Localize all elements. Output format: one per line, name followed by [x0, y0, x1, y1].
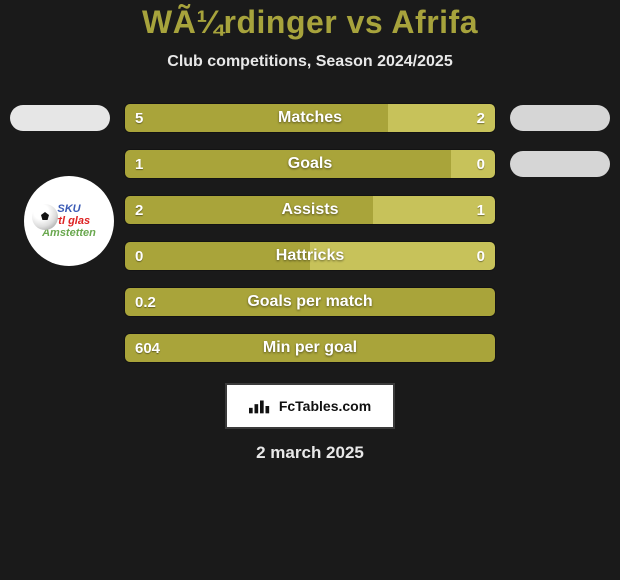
date-text: 2 march 2025	[0, 443, 620, 463]
stat-value-left: 0.2	[135, 288, 156, 316]
brand-label: FcTables.com	[279, 398, 371, 414]
bar-area: 0.2 Goals per match	[120, 287, 500, 317]
player-pill-left	[10, 105, 110, 131]
stat-value-right: 0	[477, 150, 485, 178]
right-side	[500, 105, 620, 131]
stat-bar-goals: 1 Goals 0	[124, 149, 496, 179]
stat-bar-hattricks: 0 Hattricks 0	[124, 241, 496, 271]
comparison-widget: WÃ¼rdinger vs Afrifa Club competitions, …	[0, 0, 620, 463]
bar-area: 2 Assists 1	[120, 195, 500, 225]
stat-label: Hattricks	[276, 247, 344, 265]
stat-label: Goals per match	[247, 293, 372, 311]
stat-bar-gpm: 0.2 Goals per match	[124, 287, 496, 317]
stat-bar-assists: 2 Assists 1	[124, 195, 496, 225]
logo-line1: SKU	[57, 203, 80, 215]
stat-value-right: 0	[477, 242, 485, 270]
bar-right-fill	[451, 150, 495, 178]
stat-label: Matches	[278, 109, 342, 127]
stat-row: 5 Matches 2	[0, 95, 620, 141]
bars-icon	[249, 398, 271, 414]
soccer-ball-icon	[32, 204, 58, 230]
left-side	[0, 105, 120, 131]
stat-value-right: 2	[477, 104, 485, 132]
stat-value-right: 1	[477, 196, 485, 224]
stat-label: Assists	[282, 201, 339, 219]
right-side	[500, 151, 620, 177]
player-pill-right	[510, 105, 610, 131]
stat-value-left: 0	[135, 242, 143, 270]
stat-row: 0.2 Goals per match	[0, 279, 620, 325]
bar-area: 0 Hattricks 0	[120, 241, 500, 271]
stat-bar-matches: 5 Matches 2	[124, 103, 496, 133]
brand-badge[interactable]: FcTables.com	[225, 383, 395, 429]
player-pill-right-2	[510, 151, 610, 177]
stat-value-left: 1	[135, 150, 143, 178]
bar-left-fill	[125, 104, 388, 132]
bar-area: 604 Min per goal	[120, 333, 500, 363]
stat-bar-mpg: 604 Min per goal	[124, 333, 496, 363]
subtitle: Club competitions, Season 2024/2025	[0, 53, 620, 71]
bar-area: 5 Matches 2	[120, 103, 500, 133]
stat-value-left: 5	[135, 104, 143, 132]
club-logo-left: SKU ertl glas Amstetten	[24, 176, 114, 266]
page-title: WÃ¼rdinger vs Afrifa	[0, 4, 620, 41]
bar-area: 1 Goals 0	[120, 149, 500, 179]
stat-label: Min per goal	[263, 339, 357, 357]
club-logo-circle: SKU ertl glas Amstetten	[24, 176, 114, 266]
stat-value-left: 604	[135, 334, 160, 362]
stat-label: Goals	[288, 155, 332, 173]
stat-row: 604 Min per goal	[0, 325, 620, 371]
stat-value-left: 2	[135, 196, 143, 224]
